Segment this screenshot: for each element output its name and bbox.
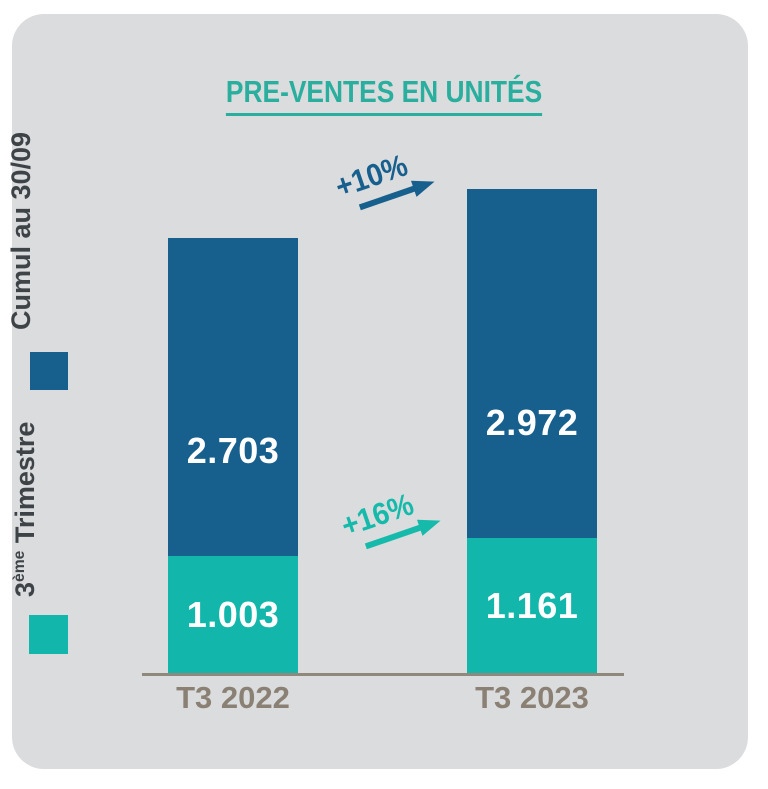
legend-trimestre-label: 3ème Trimestre	[4, 422, 40, 597]
segment-cumul: 2.972	[467, 189, 597, 538]
segment-cumul: 2.703	[168, 238, 298, 556]
segment-trimestre: 1.161	[467, 538, 597, 674]
growth-arrow-icon	[364, 519, 441, 550]
growth-arrow-icon	[358, 180, 435, 211]
bar-t3-2023: 2.972 1.161	[467, 189, 597, 674]
bar-t3-2022: 2.703 1.003	[168, 238, 298, 674]
legend-trimestre-rest: Trimestre	[10, 421, 40, 551]
chart-panel	[12, 14, 748, 769]
chart-title: PRE-VENTES EN UNITÉS	[225, 74, 543, 116]
segment-value-label: 2.972	[485, 401, 579, 443]
legend-trimestre-prefix: 3	[10, 581, 40, 597]
segment-value-label: 1.003	[186, 594, 280, 635]
legend-cumul-swatch	[30, 352, 68, 390]
segment-trimestre: 1.003	[168, 556, 298, 674]
x-axis-line	[142, 673, 624, 676]
segment-value-label: 1.161	[485, 585, 579, 626]
legend-trimestre-swatch	[29, 615, 68, 654]
legend-cumul-label: Cumul au 30/09	[6, 131, 36, 330]
chart-title-wrap: PRE-VENTES EN UNITÉS	[0, 74, 768, 116]
x-axis-label-t3-2023: T3 2023	[475, 680, 589, 715]
legend-trimestre-sup: ème	[11, 550, 28, 582]
x-axis-label-t3-2022: T3 2022	[176, 680, 290, 715]
growth-annotation-trimestre: +16%	[322, 481, 441, 564]
segment-value-label: 2.703	[186, 430, 280, 472]
growth-annotation-cumul: +10%	[316, 142, 435, 225]
